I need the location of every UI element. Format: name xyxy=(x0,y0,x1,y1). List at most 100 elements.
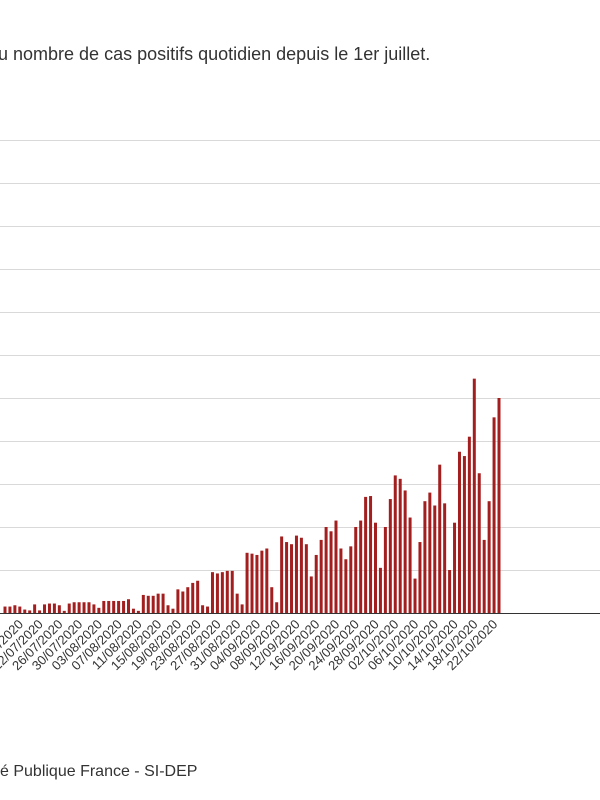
bar xyxy=(161,593,165,613)
bar xyxy=(359,520,363,613)
bar xyxy=(329,531,333,613)
bar xyxy=(191,582,195,613)
bar xyxy=(166,605,170,613)
bar xyxy=(448,570,452,613)
bar xyxy=(141,594,145,613)
bar xyxy=(378,567,382,613)
bar xyxy=(334,520,338,613)
bar xyxy=(304,544,308,613)
bar xyxy=(290,544,294,613)
bar xyxy=(186,587,190,613)
bar xyxy=(3,606,7,613)
bar xyxy=(299,537,303,613)
bar xyxy=(403,490,407,613)
bar xyxy=(47,603,51,613)
bar xyxy=(38,610,42,613)
bar xyxy=(487,501,491,613)
bar xyxy=(319,539,323,613)
bar xyxy=(364,496,368,613)
source-note: é Publique France - SI-DEP xyxy=(0,763,198,780)
bar xyxy=(52,603,56,613)
bar xyxy=(127,599,130,613)
bar xyxy=(146,595,150,613)
bar xyxy=(477,473,481,613)
bar xyxy=(457,451,461,613)
bar xyxy=(428,492,432,613)
bar xyxy=(497,398,501,613)
bar xyxy=(201,605,205,613)
bar xyxy=(467,436,471,613)
bar xyxy=(62,610,66,613)
x-tick-labels: 18/07/202022/07/202026/07/202030/07/2020… xyxy=(0,617,500,674)
bars xyxy=(3,378,501,613)
bar xyxy=(122,600,126,613)
bar xyxy=(374,522,377,613)
bar xyxy=(43,604,47,613)
bar xyxy=(13,605,17,613)
bar xyxy=(67,603,71,613)
bar xyxy=(354,527,358,613)
bar xyxy=(492,417,496,613)
bar xyxy=(398,478,402,613)
bar xyxy=(87,602,91,613)
chart-title: u nombre de cas positifs quotidien depui… xyxy=(0,44,431,64)
bar xyxy=(433,505,437,613)
bar xyxy=(28,610,32,613)
bar xyxy=(472,378,476,613)
bar xyxy=(482,539,486,613)
bar xyxy=(339,548,343,613)
bar xyxy=(235,593,239,613)
gridlines xyxy=(0,140,600,571)
bar xyxy=(112,600,116,613)
bar xyxy=(255,554,259,613)
bar xyxy=(443,503,447,613)
bar xyxy=(285,542,289,613)
bar xyxy=(369,496,373,613)
bar xyxy=(393,475,397,613)
bar xyxy=(72,602,76,613)
bar xyxy=(136,610,140,613)
bar xyxy=(23,609,27,613)
bar xyxy=(77,602,81,613)
bar xyxy=(280,536,284,613)
bar xyxy=(314,554,318,613)
bar xyxy=(8,606,12,613)
bar xyxy=(82,602,86,613)
bar xyxy=(102,600,106,613)
bar xyxy=(151,595,155,613)
bar xyxy=(383,527,387,613)
bar xyxy=(462,456,466,613)
bar xyxy=(230,570,234,613)
bar xyxy=(97,607,101,613)
bar xyxy=(344,559,348,613)
bar xyxy=(210,572,214,613)
bar xyxy=(225,570,229,613)
bar xyxy=(408,517,412,613)
bar xyxy=(156,593,160,613)
bar xyxy=(275,602,279,613)
bar xyxy=(265,548,269,613)
bar xyxy=(220,572,224,613)
bar xyxy=(413,578,417,613)
bar xyxy=(260,550,264,613)
bar xyxy=(349,546,353,613)
bar xyxy=(181,591,185,613)
bar xyxy=(107,600,111,613)
bar xyxy=(250,553,254,613)
bar xyxy=(176,589,180,613)
bar xyxy=(196,580,200,613)
bar xyxy=(92,604,96,613)
bar xyxy=(240,604,244,613)
bar xyxy=(245,552,249,613)
bar xyxy=(57,605,61,613)
bar xyxy=(294,535,298,613)
bar xyxy=(453,522,457,613)
bar xyxy=(423,501,427,613)
bar xyxy=(117,600,121,613)
bar xyxy=(324,527,328,613)
bar xyxy=(33,604,37,613)
bar xyxy=(215,573,219,613)
bar xyxy=(270,587,274,613)
bar xyxy=(309,576,313,613)
bar xyxy=(388,499,392,613)
